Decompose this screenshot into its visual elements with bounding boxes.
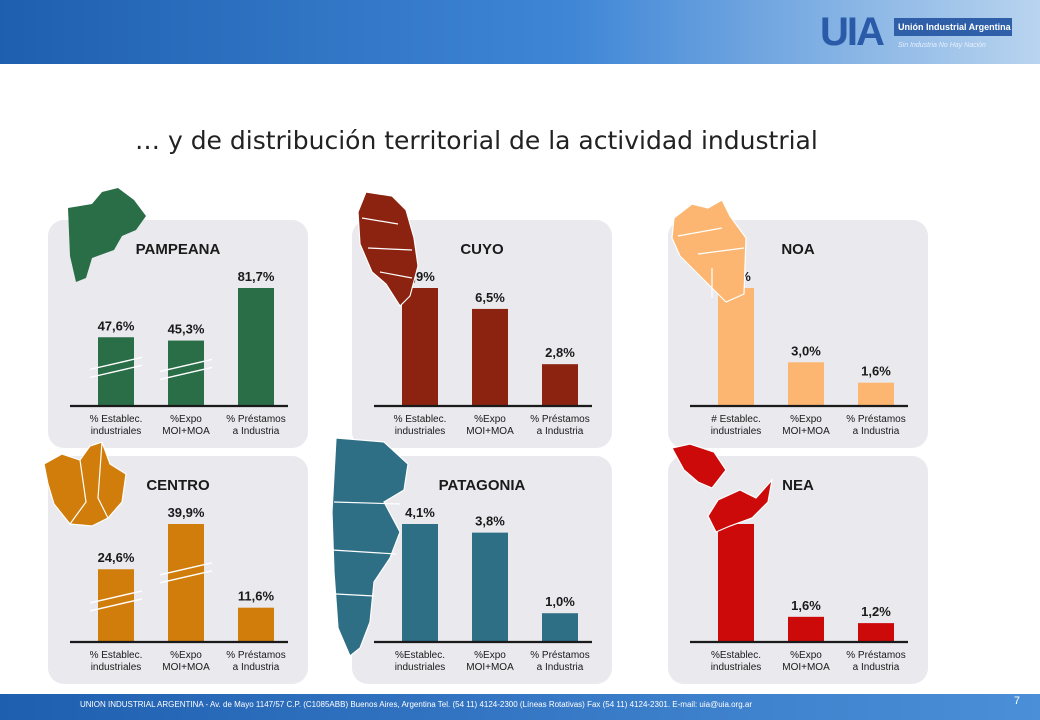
bar xyxy=(168,524,204,642)
category-label: # Establec. industriales xyxy=(711,414,762,437)
chart-title: NOA xyxy=(781,241,815,258)
axis-break-mark xyxy=(159,562,213,576)
bar xyxy=(788,616,824,642)
category-label: %Expo MOI+MOA xyxy=(162,414,210,437)
bar xyxy=(542,364,578,406)
data-label: 11,6% xyxy=(238,589,275,604)
data-label: 3,0% xyxy=(791,343,821,358)
bar xyxy=(98,569,134,642)
axis-break-mark xyxy=(89,364,143,379)
chart-noa: NOA8,1%# Establec.industriales3,0%%ExpoM… xyxy=(690,241,908,437)
category-label: %Expo MOI+MOA xyxy=(466,414,514,437)
map-nea-icon xyxy=(671,443,773,533)
bar xyxy=(402,288,438,406)
map-cuyo-icon xyxy=(357,191,419,307)
axis-break-mark xyxy=(89,598,143,612)
chart-nea: NEA7,5%%Establec.industriales1,6%%ExpoMO… xyxy=(690,477,908,673)
category-label: % Préstamos a Industria xyxy=(226,414,285,437)
footer-band xyxy=(0,694,1040,720)
map-centro-icon xyxy=(43,441,127,527)
bar xyxy=(788,362,824,406)
logo-name: Unión Industrial Argentina xyxy=(894,18,1012,36)
data-label: 1,2% xyxy=(861,604,891,619)
axis-break-mark xyxy=(159,358,213,373)
bar xyxy=(472,532,508,642)
category-label: % Préstamos a Industria xyxy=(846,650,905,673)
logo-mark: UIA xyxy=(820,10,885,54)
category-label: % Establec. industriales xyxy=(394,414,447,437)
chart-title: PATAGONIA xyxy=(439,477,526,494)
bar xyxy=(858,623,894,642)
data-label: 1,6% xyxy=(861,364,891,379)
data-label: 4,1% xyxy=(405,505,435,520)
chart-pampeana: PAMPEANA 47,6% % Establec. industriales 45,3… xyxy=(70,241,288,437)
chart-centro: CENTRO 24,6% % Establec. industriales 39,9%%… xyxy=(70,477,288,673)
map-noa-icon xyxy=(671,199,747,303)
footer-address: UNION INDUSTRIAL ARGENTINA - Av. de Mayo… xyxy=(80,700,753,709)
page-number: 7 xyxy=(1013,695,1020,707)
data-label: 1,0% xyxy=(545,594,575,609)
category-label: % Establec. industriales xyxy=(90,414,143,437)
category-label: %Establec. industriales xyxy=(395,650,446,673)
chart-title: CUYO xyxy=(460,241,504,258)
axis-break-mark xyxy=(159,570,213,584)
panel-nea: NEA7,5%%Establec.industriales1,6%%ExpoMO… xyxy=(668,456,928,684)
bar xyxy=(238,288,274,406)
category-label: %Expo MOI+MOA xyxy=(162,650,210,673)
bar xyxy=(238,607,274,642)
header-band xyxy=(0,0,1040,64)
category-label: %Establec. industriales xyxy=(711,650,762,673)
data-label: 81,7% xyxy=(238,269,275,284)
data-label: 47,6% xyxy=(98,318,135,333)
chart-title: NEA xyxy=(782,477,814,494)
bar xyxy=(718,524,754,642)
data-label: 1,6% xyxy=(791,598,821,613)
category-label: %Expo MOI+MOA xyxy=(782,414,830,437)
bar xyxy=(542,613,578,642)
data-label: 2,8% xyxy=(545,345,575,360)
category-label: % Préstamos a Industria xyxy=(530,414,589,437)
category-label: % Préstamos a Industria xyxy=(846,414,905,437)
bar xyxy=(472,308,508,406)
data-label: 3,8% xyxy=(475,514,505,529)
category-label: % Establec. industriales xyxy=(90,650,143,673)
category-label: % Préstamos a Industria xyxy=(226,650,285,673)
panel-centro: CENTRO 24,6% % Establec. industriales 39,9%%… xyxy=(48,456,308,684)
data-label: 24,6% xyxy=(98,550,135,565)
chart-title: PAMPEANA xyxy=(136,241,221,258)
bar xyxy=(402,524,438,642)
map-pampeana-icon xyxy=(68,188,146,282)
axis-break-mark xyxy=(89,590,143,604)
data-label: 6,5% xyxy=(475,290,505,305)
category-label: % Préstamos a Industria xyxy=(530,650,589,673)
chart-patagonia: PATAGONIA 4,1% %Establec. industriales 3,8%%… xyxy=(374,477,592,673)
data-label: 45,3% xyxy=(168,322,205,337)
chart-title: CENTRO xyxy=(146,477,210,494)
data-label: 39,9% xyxy=(168,505,205,520)
slide-title: … y de distribución territorial de la ac… xyxy=(135,126,818,155)
map-patagonia-icon xyxy=(331,437,409,657)
axis-break-mark xyxy=(159,366,213,381)
bar xyxy=(858,382,894,406)
uia-logo: UIA Unión Industrial Argentina Sin Indus… xyxy=(820,8,1012,58)
logo-tagline: Sin Industria No Hay Nación xyxy=(898,42,986,49)
category-label: %Expo MOI+MOA xyxy=(466,650,514,673)
category-label: %Expo MOI+MOA xyxy=(782,650,830,673)
bar xyxy=(718,288,754,406)
axis-break-mark xyxy=(89,356,143,371)
